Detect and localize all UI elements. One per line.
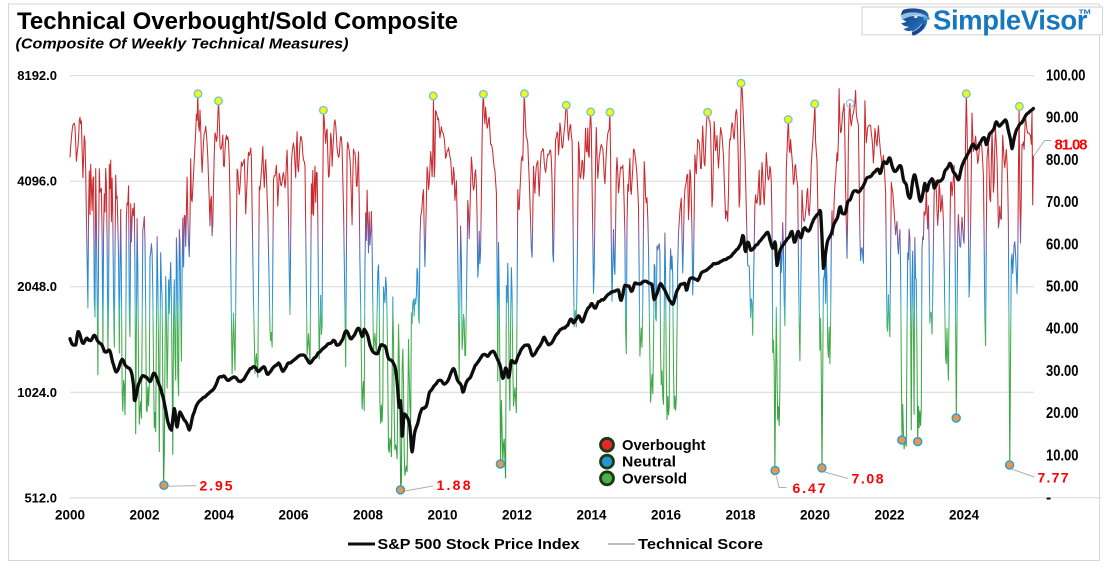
svg-text:2014: 2014: [576, 508, 607, 523]
svg-text:6.47: 6.47: [793, 480, 826, 496]
svg-text:2024: 2024: [949, 508, 980, 523]
svg-text:2000: 2000: [55, 508, 85, 523]
svg-text:Overbought: Overbought: [622, 437, 706, 454]
svg-text:2006: 2006: [278, 508, 309, 523]
svg-text:2.95: 2.95: [200, 478, 233, 494]
svg-text:80.00: 80.00: [1046, 152, 1079, 169]
svg-text:60.00: 60.00: [1046, 236, 1079, 253]
svg-text:S&P 500 Stock Price Index: S&P 500 Stock Price Index: [378, 536, 581, 553]
svg-text:2008: 2008: [353, 508, 384, 523]
svg-text:2018: 2018: [725, 508, 756, 523]
svg-text:Oversold: Oversold: [622, 470, 687, 487]
svg-text:2012: 2012: [502, 508, 532, 523]
svg-text:™: ™: [1078, 6, 1092, 22]
svg-text:100.00: 100.00: [1046, 67, 1086, 84]
svg-text:7.08: 7.08: [852, 471, 884, 487]
svg-text:Technical Overbought/Sold Comp: Technical Overbought/Sold Composite: [17, 8, 458, 35]
svg-text:2022: 2022: [874, 508, 904, 523]
svg-text:30.00: 30.00: [1046, 363, 1079, 380]
svg-text:7.77: 7.77: [1038, 470, 1069, 486]
svg-text:50.00: 50.00: [1046, 279, 1079, 296]
svg-text:(Composite Of Weekly Technical: (Composite Of Weekly Technical Measures): [16, 36, 349, 53]
svg-text:20.00: 20.00: [1046, 405, 1079, 422]
svg-text:2004: 2004: [204, 508, 235, 523]
svg-text:2010: 2010: [427, 508, 457, 523]
svg-text:SimpleVisor: SimpleVisor: [933, 5, 1088, 36]
svg-text:2002: 2002: [129, 508, 159, 523]
svg-text:70.00: 70.00: [1046, 194, 1079, 211]
svg-text:81.08: 81.08: [1055, 137, 1088, 154]
svg-text:90.00: 90.00: [1046, 110, 1079, 127]
svg-text:10.00: 10.00: [1046, 447, 1079, 464]
svg-text:512.0: 512.0: [24, 490, 57, 505]
svg-text:Neutral: Neutral: [622, 454, 676, 471]
svg-text:8192.0: 8192.0: [17, 68, 57, 83]
svg-text:-: -: [1046, 490, 1051, 507]
svg-text:1.88: 1.88: [437, 477, 471, 493]
svg-text:4096.0: 4096.0: [17, 174, 57, 189]
svg-text:Technical Score: Technical Score: [638, 536, 763, 553]
svg-text:2048.0: 2048.0: [17, 279, 57, 294]
svg-text:2016: 2016: [651, 508, 682, 523]
svg-text:1024.0: 1024.0: [17, 385, 57, 400]
svg-text:2020: 2020: [800, 508, 830, 523]
svg-text:40.00: 40.00: [1046, 321, 1079, 338]
